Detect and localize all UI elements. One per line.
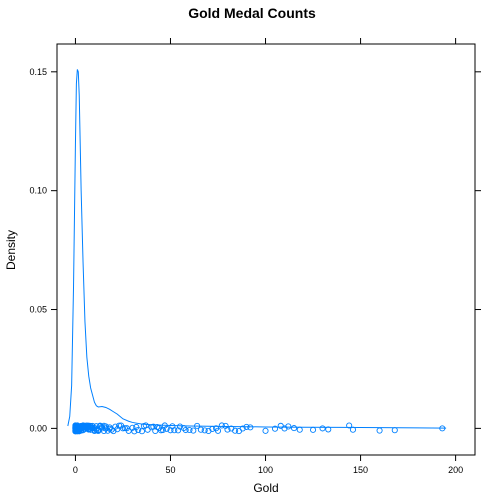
x-tick-label: 200 [448, 465, 463, 475]
rug-point [376, 427, 383, 434]
rug-point [171, 427, 178, 434]
rug-point [277, 422, 284, 429]
rug-point [125, 427, 132, 434]
x-tick-label: 100 [258, 465, 273, 475]
rug-point [186, 426, 193, 434]
y-axis-label: Density [4, 230, 18, 270]
rug-point [262, 427, 269, 434]
rug-point [182, 426, 189, 434]
rug-point [247, 424, 254, 431]
rug-point [346, 422, 353, 429]
rug-point [271, 425, 279, 432]
rug-point [391, 427, 398, 434]
x-axis-label: Gold [253, 481, 278, 495]
rug-point [309, 426, 317, 433]
chart-title: Gold Medal Counts [188, 5, 316, 21]
rug-point [218, 422, 225, 429]
rug-point [239, 425, 246, 432]
x-tick-label: 50 [165, 465, 175, 475]
density-curve [67, 69, 447, 429]
y-tick-label: 0.00 [29, 423, 47, 433]
rug-point [104, 427, 111, 434]
rug-point [138, 428, 146, 435]
y-tick-label: 0.15 [29, 67, 47, 77]
y-tick-label: 0.10 [29, 186, 47, 196]
rug-point [290, 425, 298, 432]
rug-point [296, 426, 303, 433]
rug-point [222, 422, 229, 429]
rug-point [285, 423, 292, 430]
rug-point [144, 426, 151, 433]
rug-point [224, 426, 231, 433]
rug-points [72, 422, 446, 435]
rug-point [197, 426, 204, 433]
rug-point [232, 427, 239, 434]
rug-point [325, 426, 332, 433]
rug-point [190, 427, 197, 434]
rug-point [114, 426, 121, 433]
plot-frame [56, 43, 476, 456]
rug-point [214, 427, 222, 434]
rug-point [176, 423, 184, 430]
rug-point [175, 427, 182, 434]
rug-point [135, 426, 142, 434]
axis-ticks: 0 50 100 150 200 0.00 0.05 0.10 0.15 [29, 38, 481, 475]
y-tick-label: 0.05 [29, 305, 47, 315]
rug-point [201, 427, 208, 434]
rug-point [129, 424, 136, 431]
rug-point [163, 425, 170, 432]
x-tick-label: 150 [353, 465, 368, 475]
rug-point [319, 425, 326, 432]
x-tick-label: 0 [73, 465, 78, 475]
rug-point [235, 428, 242, 435]
